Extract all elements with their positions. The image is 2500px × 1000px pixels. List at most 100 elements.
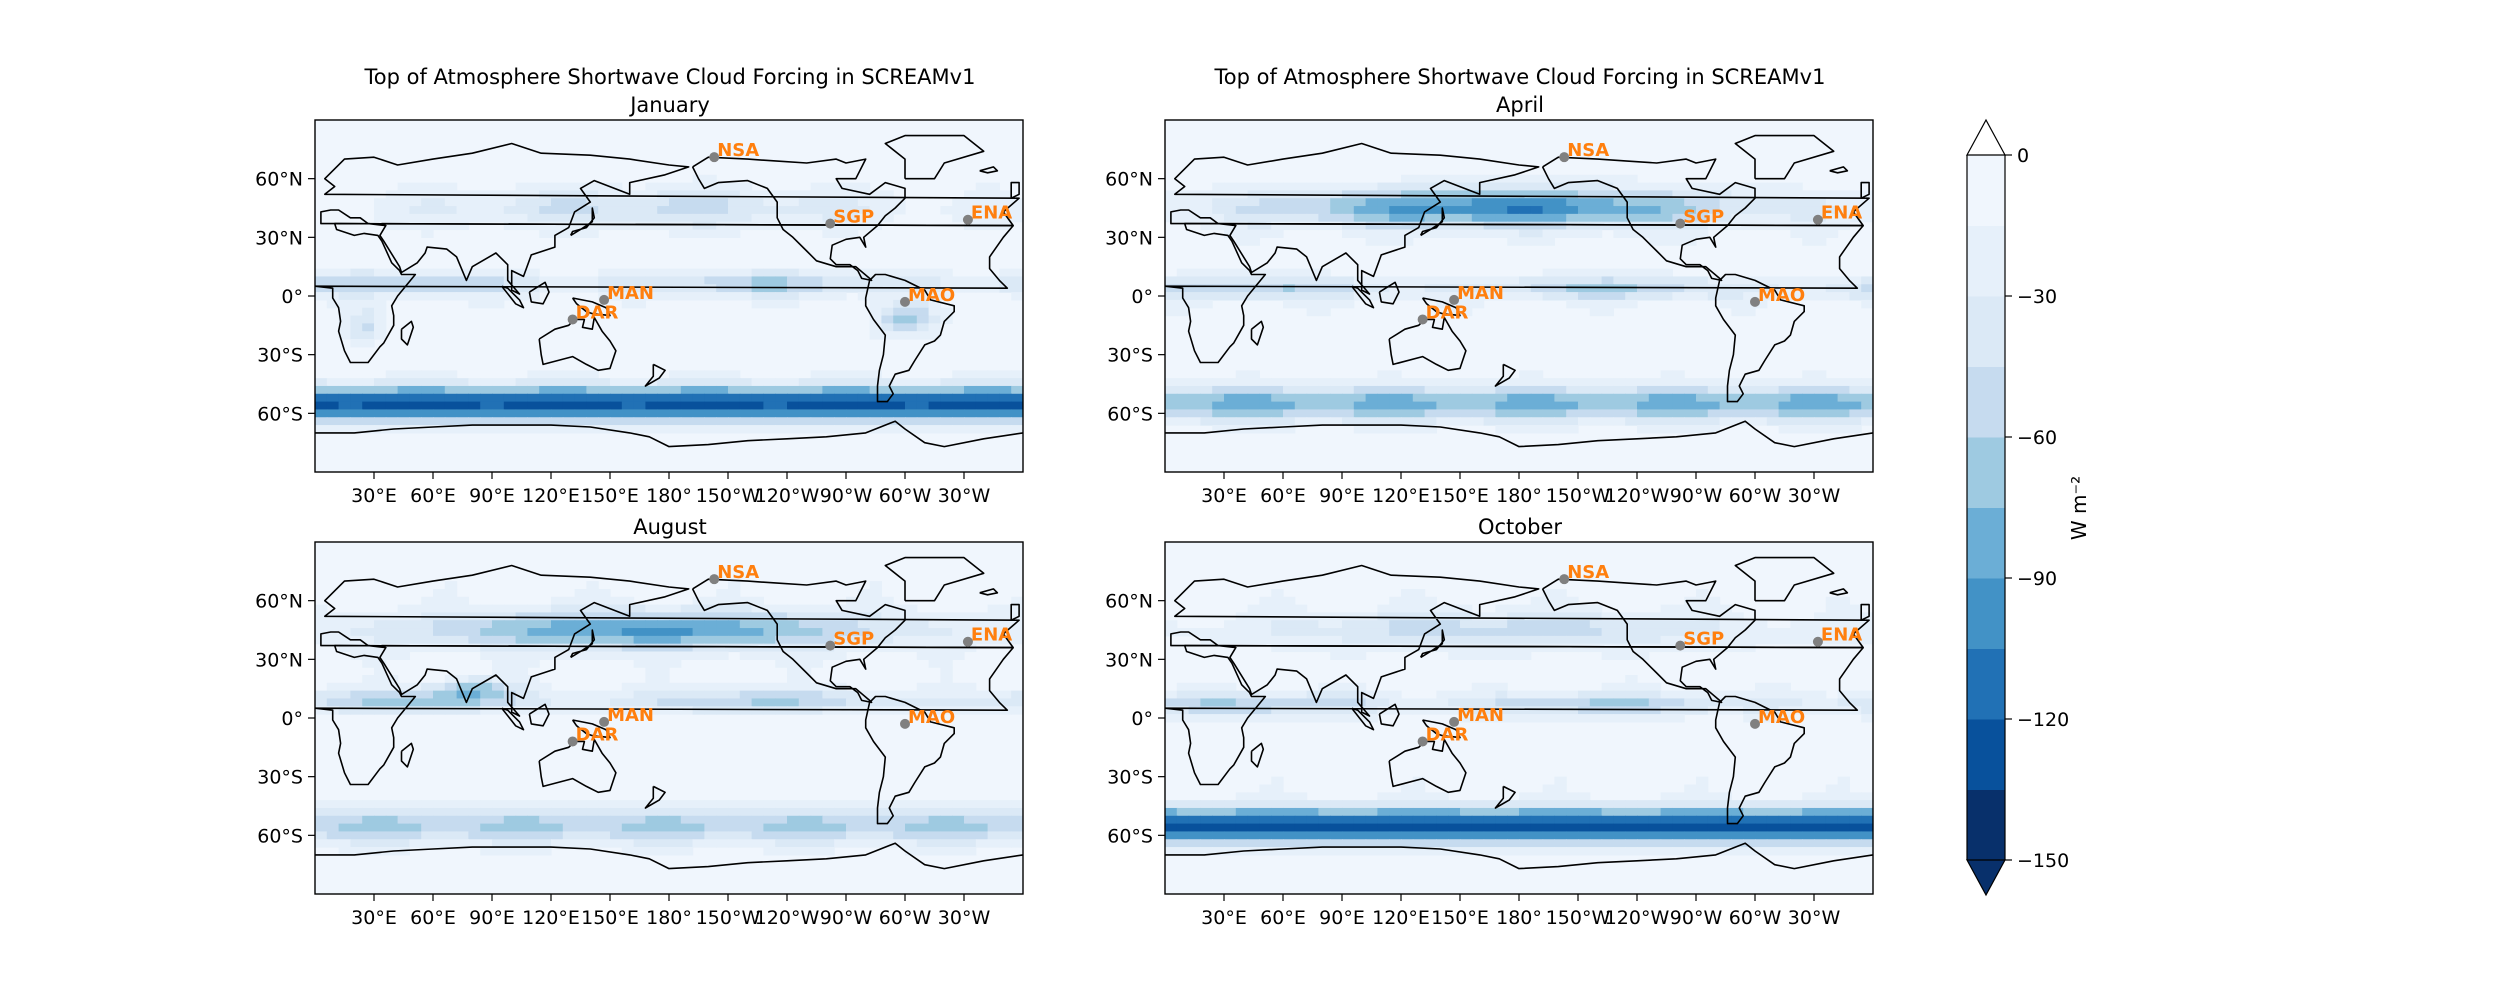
coastline [528, 281, 550, 305]
coastline [1351, 285, 1375, 309]
coastline [1419, 207, 1446, 237]
coastline [571, 297, 611, 317]
coastline [979, 166, 999, 174]
coastline [1165, 420, 1873, 448]
x-tick-label: 90°W [820, 485, 873, 507]
site-label-man: MAN [1457, 705, 1504, 726]
y-tick-label: 60°N [1105, 591, 1153, 613]
y-tick-label: 30°N [255, 649, 303, 671]
coastline [571, 719, 611, 739]
site-label-dar: DAR [576, 302, 619, 323]
site-label-dar: DAR [1426, 302, 1469, 323]
x-tick-label: 60°W [879, 907, 932, 929]
panel-jan: Top of Atmosphere Shortwave Cloud Forcin… [255, 65, 1024, 507]
colorbar-extend-min [1965, 859, 2007, 897]
panel-title: August [633, 515, 707, 539]
x-tick-label: 90°E [1319, 485, 1365, 507]
site-marker-dar [567, 736, 578, 747]
coastline [569, 629, 596, 659]
x-tick-label: 30°E [351, 485, 397, 507]
x-tick-label: 180° [646, 485, 692, 507]
x-tick-label: 90°E [469, 907, 515, 929]
x-tick-label: 90°E [469, 485, 515, 507]
site-label-ena: ENA [1821, 203, 1862, 224]
coastline [1351, 707, 1375, 731]
y-tick-label: 0° [1131, 708, 1153, 730]
colorbar-segment [1967, 719, 2005, 790]
x-tick-label: 30°W [1788, 485, 1841, 507]
x-tick-label: 90°W [820, 907, 873, 929]
colorbar-tick-label: 0 [2017, 145, 2029, 167]
site-marker-dar [1417, 736, 1428, 747]
y-tick-label: 60°N [255, 591, 303, 613]
colorbar-segment [1967, 437, 2005, 508]
y-tick-label: 30°S [1107, 345, 1153, 367]
x-tick-label: 150°E [581, 907, 639, 929]
panel-title: April [1496, 93, 1544, 117]
y-tick-label: 60°S [1107, 825, 1153, 847]
panel-main-title: Top of Atmosphere Shortwave Cloud Forcin… [364, 65, 976, 89]
x-tick-label: 60°W [1729, 907, 1782, 929]
coastline [691, 156, 906, 282]
site-marker-dar [567, 314, 578, 325]
site-label-dar: DAR [1426, 724, 1469, 745]
panel-apr: Top of Atmosphere Shortwave Cloud Forcin… [1105, 65, 1874, 507]
coastline [1860, 603, 1870, 621]
coastline [864, 273, 955, 403]
site-marker-sgp [825, 218, 836, 229]
y-tick-label: 30°S [257, 767, 303, 789]
site-marker-mao [1750, 718, 1760, 729]
site-label-sgp: SGP [833, 629, 874, 650]
panel-aug: August 30°E 60°E 90°E 120°E 150°E 180° 150°W12… [255, 515, 1024, 929]
colorbar-segment [1967, 366, 2005, 438]
x-tick-label: 150°W [1546, 485, 1611, 507]
colorbar: 0 −30 −60 −90 −120 −150 [1965, 118, 2069, 897]
x-tick-label: 180° [1496, 907, 1542, 929]
coastline [1165, 644, 1864, 786]
site-label-nsa: NSA [717, 562, 759, 583]
coastline [884, 556, 985, 602]
y-tick-label: 0° [1131, 286, 1153, 308]
coastline [315, 420, 1023, 448]
x-tick-label: 120°W [755, 907, 820, 929]
x-tick-label: 30°E [1201, 907, 1247, 929]
colorbar-outline [1966, 155, 2006, 860]
coastline [1250, 742, 1265, 768]
coastline [528, 703, 550, 727]
y-tick-label: 30°S [1107, 767, 1153, 789]
coastline [315, 222, 1014, 364]
x-tick-label: 60°E [1260, 485, 1306, 507]
x-tick-label: 120°E [522, 907, 580, 929]
coastline [1734, 134, 1835, 180]
coastline [1541, 156, 1756, 282]
site-label-man: MAN [1457, 283, 1504, 304]
colorbar-segment [1967, 225, 2005, 297]
site-marker-mao [900, 296, 910, 307]
site-marker-nsa [1559, 152, 1570, 163]
coastlines [1165, 556, 1873, 870]
coastline [1170, 142, 1870, 295]
x-tick-label: 60°W [1729, 485, 1782, 507]
site-marker-mao [1750, 296, 1760, 307]
site-label-mao: MAO [908, 707, 955, 728]
y-tick-label: 30°S [257, 345, 303, 367]
colorbar-segment [1967, 507, 2005, 579]
site-label-nsa: NSA [1567, 140, 1609, 161]
site-marker-nsa [709, 574, 720, 585]
panel-main-title: Top of Atmosphere Shortwave Cloud Forcin… [1214, 65, 1826, 89]
y-tick-label: 30°N [1105, 649, 1153, 671]
coastline [884, 134, 985, 180]
coastline [864, 695, 955, 825]
x-tick-label: 150°W [696, 907, 761, 929]
coastline [400, 320, 415, 346]
y-tick-label: 60°N [1105, 169, 1153, 191]
coastline [1010, 181, 1020, 199]
colorbar-tick-label: −120 [2017, 709, 2069, 731]
coastline [1419, 629, 1446, 659]
colorbar-label: W m⁻² [2067, 476, 2091, 540]
site-label-nsa: NSA [1567, 562, 1609, 583]
site-marker-man [1449, 716, 1460, 727]
site-marker-nsa [709, 152, 720, 163]
